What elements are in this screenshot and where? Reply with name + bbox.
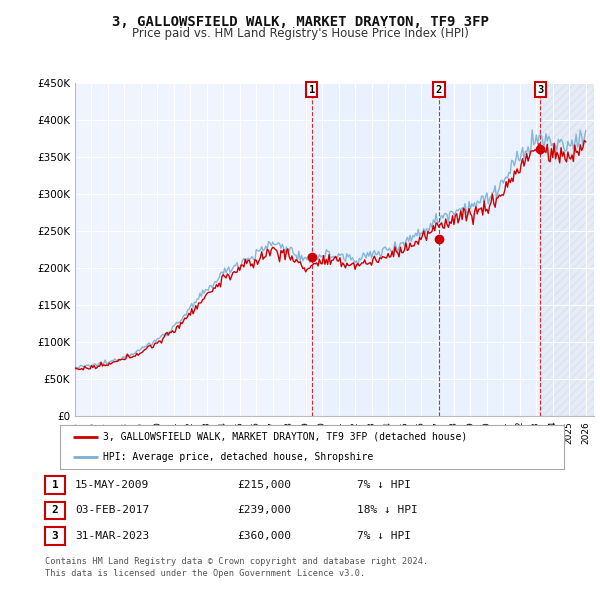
Text: 3: 3: [52, 531, 58, 540]
Text: £360,000: £360,000: [237, 531, 291, 540]
Text: 03-FEB-2017: 03-FEB-2017: [75, 506, 149, 515]
Text: 31-MAR-2023: 31-MAR-2023: [75, 531, 149, 540]
Text: 2: 2: [436, 85, 442, 95]
Text: £239,000: £239,000: [237, 506, 291, 515]
Text: 3: 3: [538, 85, 544, 95]
Bar: [312, 83, 541, 416]
Text: 3, GALLOWSFIELD WALK, MARKET DRAYTON, TF9 3FP (detached house): 3, GALLOWSFIELD WALK, MARKET DRAYTON, TF…: [103, 432, 467, 442]
Text: This data is licensed under the Open Government Licence v3.0.: This data is licensed under the Open Gov…: [45, 569, 365, 578]
Text: HPI: Average price, detached house, Shropshire: HPI: Average price, detached house, Shro…: [103, 452, 373, 462]
Text: £215,000: £215,000: [237, 480, 291, 490]
Text: 7% ↓ HPI: 7% ↓ HPI: [357, 480, 411, 490]
Text: 15-MAY-2009: 15-MAY-2009: [75, 480, 149, 490]
Text: 7% ↓ HPI: 7% ↓ HPI: [357, 531, 411, 540]
Text: 1: 1: [52, 480, 58, 490]
Text: 2: 2: [52, 506, 58, 515]
Text: Price paid vs. HM Land Registry's House Price Index (HPI): Price paid vs. HM Land Registry's House …: [131, 27, 469, 40]
Text: Contains HM Land Registry data © Crown copyright and database right 2024.: Contains HM Land Registry data © Crown c…: [45, 557, 428, 566]
Text: 3, GALLOWSFIELD WALK, MARKET DRAYTON, TF9 3FP: 3, GALLOWSFIELD WALK, MARKET DRAYTON, TF…: [112, 15, 488, 29]
Text: 1: 1: [308, 85, 315, 95]
Bar: [541, 83, 594, 416]
Text: 18% ↓ HPI: 18% ↓ HPI: [357, 506, 418, 515]
